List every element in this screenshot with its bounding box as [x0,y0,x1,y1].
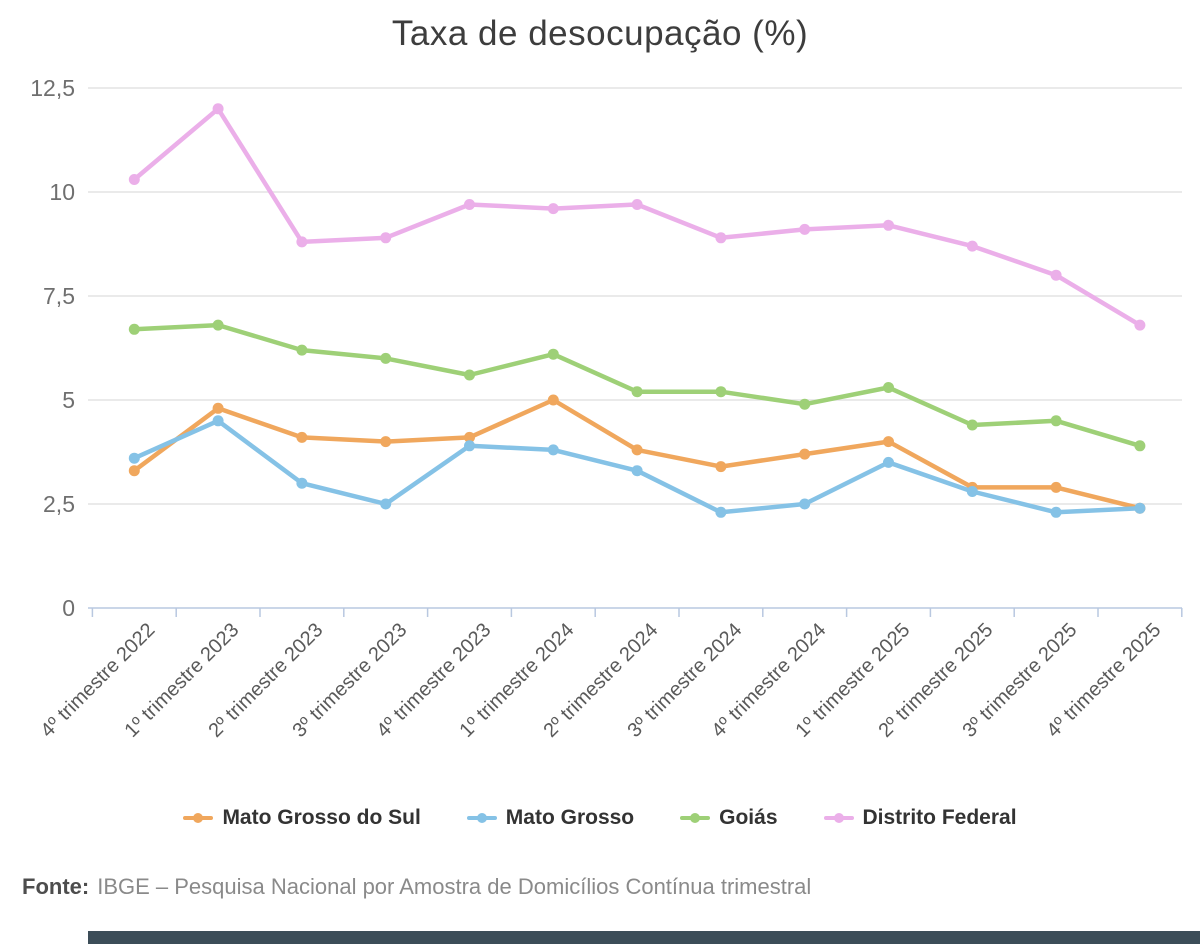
data-point[interactable] [464,431,475,443]
data-point[interactable] [715,506,727,518]
data-point[interactable] [547,394,559,406]
data-point[interactable] [464,440,475,452]
data-point[interactable] [966,486,978,497]
data-point[interactable] [128,323,140,335]
data-point[interactable] [1050,415,1062,427]
data-point[interactable] [212,319,224,331]
data-point[interactable] [883,382,894,393]
data-point[interactable] [1134,440,1146,452]
legend-label: Mato Grosso [505,806,635,829]
legend-marker-icon [183,812,214,824]
y-tick-label: 10 [49,179,75,205]
data-point[interactable] [799,498,811,510]
data-point[interactable] [296,477,308,489]
data-point[interactable] [380,436,392,448]
data-point[interactable] [212,415,224,427]
data-point[interactable] [799,448,811,460]
data-point[interactable] [799,398,811,410]
data-point[interactable] [380,352,392,364]
data-point[interactable] [883,456,894,468]
plot-area[interactable] [0,0,1200,650]
legend-marker-icon [680,812,711,824]
legend-label: Goiás [719,806,778,829]
data-point[interactable] [380,232,392,244]
legend-item[interactable]: Goiás [680,806,778,830]
data-point[interactable] [380,498,392,510]
series-line [132,322,1143,449]
legend-item[interactable]: Mato Grosso do Sul [183,806,421,830]
data-point[interactable] [464,369,475,381]
legend-item[interactable]: Mato Grosso [466,806,635,830]
y-tick-label: 5 [62,387,75,413]
legend-label: Distrito Federal [862,806,1017,829]
data-point[interactable] [966,419,978,431]
legend-label: Mato Grosso do Sul [222,806,421,829]
data-point[interactable] [547,203,559,215]
data-point[interactable] [799,223,811,235]
y-tick-label: 2,5 [43,491,75,517]
data-point[interactable] [128,465,140,477]
legend-marker-icon [466,812,497,824]
data-point[interactable] [631,199,643,210]
legend-marker-icon [823,812,854,824]
data-point[interactable] [128,174,140,185]
legend-item[interactable]: Distrito Federal [823,806,1017,830]
data-point[interactable] [631,444,643,456]
data-point[interactable] [547,348,559,360]
data-point[interactable] [1050,506,1062,518]
data-point[interactable] [1134,319,1146,331]
data-point[interactable] [1050,481,1062,493]
y-tick-label: 0 [62,595,75,621]
data-point[interactable] [547,444,559,456]
data-point[interactable] [715,461,727,473]
data-point[interactable] [1050,269,1062,281]
data-point[interactable] [715,386,727,398]
data-point[interactable] [296,236,308,248]
data-point[interactable] [715,232,727,244]
bottom-partial-bar [88,931,1200,944]
data-point[interactable] [128,452,140,464]
data-point[interactable] [883,436,894,448]
data-point[interactable] [631,386,643,398]
line-chart: 0 2,5 5 7,5 10 12,5 4º trimestre 2022 1º trime… [0,0,1200,742]
data-point[interactable] [212,402,224,414]
data-point[interactable] [296,344,308,356]
source-text: IBGE – Pesquisa Nacional por Amostra de … [97,874,812,899]
data-point[interactable] [631,465,643,477]
y-tick-label: 12,5 [30,75,75,101]
legend: Mato Grosso do Sul Mato Grosso Goiás Distri… [0,806,1200,830]
data-point[interactable] [1134,502,1146,514]
data-point[interactable] [212,103,224,115]
data-point[interactable] [966,240,978,252]
source-label: Fonte: [22,874,90,899]
data-point[interactable] [296,431,308,443]
y-tick-label: 7,5 [43,283,75,309]
data-point[interactable] [464,199,475,210]
data-point[interactable] [883,219,894,231]
source-note: Fonte: IBGE – Pesquisa Nacional por Amost… [22,874,811,900]
chart-title: Taxa de desocupação (%) [391,14,809,53]
series-line [132,106,1143,328]
